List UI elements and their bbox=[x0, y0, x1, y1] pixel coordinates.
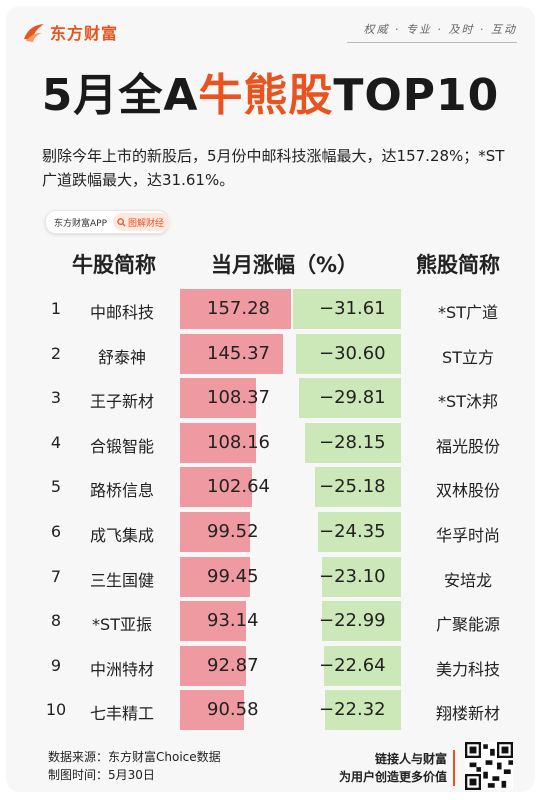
bear-value-label: −22.32 bbox=[319, 699, 386, 721]
bear-stock-name: 福光股份 bbox=[435, 436, 500, 456]
bear-stock-name: 美力科技 bbox=[435, 659, 500, 679]
bull-stock-name: 三生国健 bbox=[89, 570, 154, 590]
bear-bar bbox=[322, 601, 401, 642]
bear-bar bbox=[324, 690, 401, 731]
bear-value-label: −28.15 bbox=[319, 431, 386, 453]
bear-bar bbox=[293, 289, 401, 329]
bull-bar bbox=[180, 645, 246, 686]
bear-bar bbox=[296, 333, 401, 374]
bull-stock-name: 七丰精工 bbox=[89, 704, 154, 724]
bear-bar bbox=[323, 645, 401, 686]
bull-value-label: 102.64 bbox=[207, 476, 270, 498]
bear-value-label: −29.81 bbox=[319, 387, 386, 409]
bull-stock-name: 中洲特材 bbox=[89, 659, 154, 679]
bear-stock-name: *ST广道 bbox=[438, 303, 498, 322]
graphic-finance-tag[interactable]: 图解财经 bbox=[113, 213, 171, 231]
poster: 东方财富 权威 · 专业 · 及时 · 互动 5月全A牛熊股TOP10 剔除今年… bbox=[6, 6, 535, 792]
slogan-divider bbox=[347, 42, 517, 43]
title-part1: 5月全A bbox=[41, 70, 199, 121]
brand-logo-icon bbox=[24, 24, 44, 42]
bull-stock-name: 中邮科技 bbox=[89, 303, 154, 322]
qr-code-icon[interactable] bbox=[465, 742, 513, 790]
bear-bar bbox=[314, 467, 401, 508]
bull-bar bbox=[180, 378, 257, 419]
bull-stock-name: 王子新材 bbox=[89, 392, 154, 412]
bear-value-label: −22.99 bbox=[319, 610, 386, 632]
tagline-1: 链接人与财富 bbox=[374, 752, 447, 766]
bear-stock-name: 广聚能源 bbox=[435, 615, 500, 635]
bull-bar bbox=[180, 422, 257, 463]
bear-value-label: −25.18 bbox=[319, 476, 386, 498]
header-change: 当月涨幅（%） bbox=[211, 253, 359, 277]
bull-stock-name: *ST亚振 bbox=[92, 615, 152, 635]
bull-value-label: 92.87 bbox=[207, 654, 259, 676]
footer-tagline: 链接人与财富 为用户创造更多价值 bbox=[339, 750, 447, 786]
rank-label: 8 bbox=[50, 611, 62, 631]
bear-stock-name: ST立方 bbox=[442, 347, 494, 367]
bear-bar bbox=[304, 422, 401, 463]
chart-date: 制图时间：5月30日 bbox=[48, 768, 155, 782]
bear-value-label: −24.35 bbox=[319, 521, 386, 542]
bull-value-label: 145.37 bbox=[207, 342, 270, 364]
search-icon bbox=[117, 217, 126, 227]
bear-value-label: −31.61 bbox=[319, 298, 386, 319]
bear-stock-name: 安培龙 bbox=[443, 570, 492, 590]
bull-value-label: 99.45 bbox=[207, 565, 259, 587]
bull-bar bbox=[180, 601, 246, 642]
bull-bar bbox=[180, 333, 283, 374]
graphic-finance-label: 图解财经 bbox=[128, 218, 165, 229]
bull-stock-name: 路桥信息 bbox=[89, 481, 154, 501]
page-title: 5月全A牛熊股TOP10 bbox=[6, 59, 535, 123]
app-pill-label: 东方财富APP bbox=[54, 218, 108, 229]
bull-stock-name: 成飞集成 bbox=[89, 526, 154, 545]
bear-value-label: −30.60 bbox=[319, 342, 386, 364]
app-pill[interactable]: 东方财富APP 图解财经 bbox=[45, 210, 171, 234]
bull-bar bbox=[180, 556, 251, 597]
rank-label: 5 bbox=[50, 477, 62, 497]
bear-stock-name: 翔楼新材 bbox=[435, 704, 500, 724]
footer-info: 数据来源：东方财富Choice数据 制图时间：5月30日 bbox=[48, 748, 221, 784]
bull-bar bbox=[180, 690, 244, 731]
bull-value-label: 108.16 bbox=[207, 431, 270, 453]
tagline-accent bbox=[453, 750, 455, 786]
bear-bar bbox=[317, 512, 401, 552]
brand-name: 东方财富 bbox=[50, 24, 119, 43]
bull-value-label: 90.58 bbox=[207, 699, 259, 721]
rank-label: 6 bbox=[50, 522, 62, 541]
header-bull: 牛股简称 bbox=[72, 253, 156, 277]
tagline-2: 为用户创造更多价值 bbox=[338, 770, 447, 784]
data-source: 数据来源：东方财富Choice数据 bbox=[48, 750, 221, 764]
bear-bar bbox=[299, 378, 401, 419]
rank-label: 7 bbox=[50, 566, 62, 586]
bear-value-label: −22.64 bbox=[319, 654, 386, 676]
rank-label: 3 bbox=[50, 388, 62, 408]
rank-label: 1 bbox=[50, 299, 62, 318]
bear-stock-name: *ST沐邦 bbox=[438, 392, 498, 412]
rank-label: 4 bbox=[50, 432, 62, 452]
bear-value-label: −23.10 bbox=[319, 565, 386, 587]
rank-label: 10 bbox=[45, 700, 67, 720]
header-bear: 熊股简称 bbox=[416, 253, 500, 277]
bull-bar bbox=[180, 467, 253, 508]
top-bar: 东方财富 权威 · 专业 · 及时 · 互动 bbox=[6, 6, 535, 56]
bull-value-label: 99.52 bbox=[207, 521, 259, 542]
brand-logo[interactable]: 东方财富 bbox=[22, 20, 118, 44]
bull-stock-name: 舒泰神 bbox=[97, 347, 146, 367]
bull-value-label: 93.14 bbox=[207, 610, 259, 632]
bear-stock-name: 双林股份 bbox=[435, 481, 500, 501]
bull-value-label: 157.28 bbox=[207, 298, 270, 319]
bear-stock-name: 华孚时尚 bbox=[435, 526, 500, 545]
summary-text: 剔除今年上市的新股后，5月份中邮科技涨幅最大，达157.28%；*ST广道跌幅最… bbox=[42, 147, 505, 189]
brand-slogan: 权威 · 专业 · 及时 · 互动 bbox=[363, 23, 517, 36]
bull-bar bbox=[180, 289, 291, 329]
bull-bar bbox=[180, 512, 251, 552]
bull-value-label: 108.37 bbox=[207, 387, 270, 409]
bear-bar bbox=[322, 556, 401, 597]
title-part2: TOP10 bbox=[333, 70, 500, 121]
rank-label: 9 bbox=[50, 655, 62, 675]
title-highlight: 牛熊股 bbox=[198, 70, 334, 121]
rank-label: 2 bbox=[50, 343, 62, 363]
bull-stock-name: 合锻智能 bbox=[89, 436, 154, 456]
